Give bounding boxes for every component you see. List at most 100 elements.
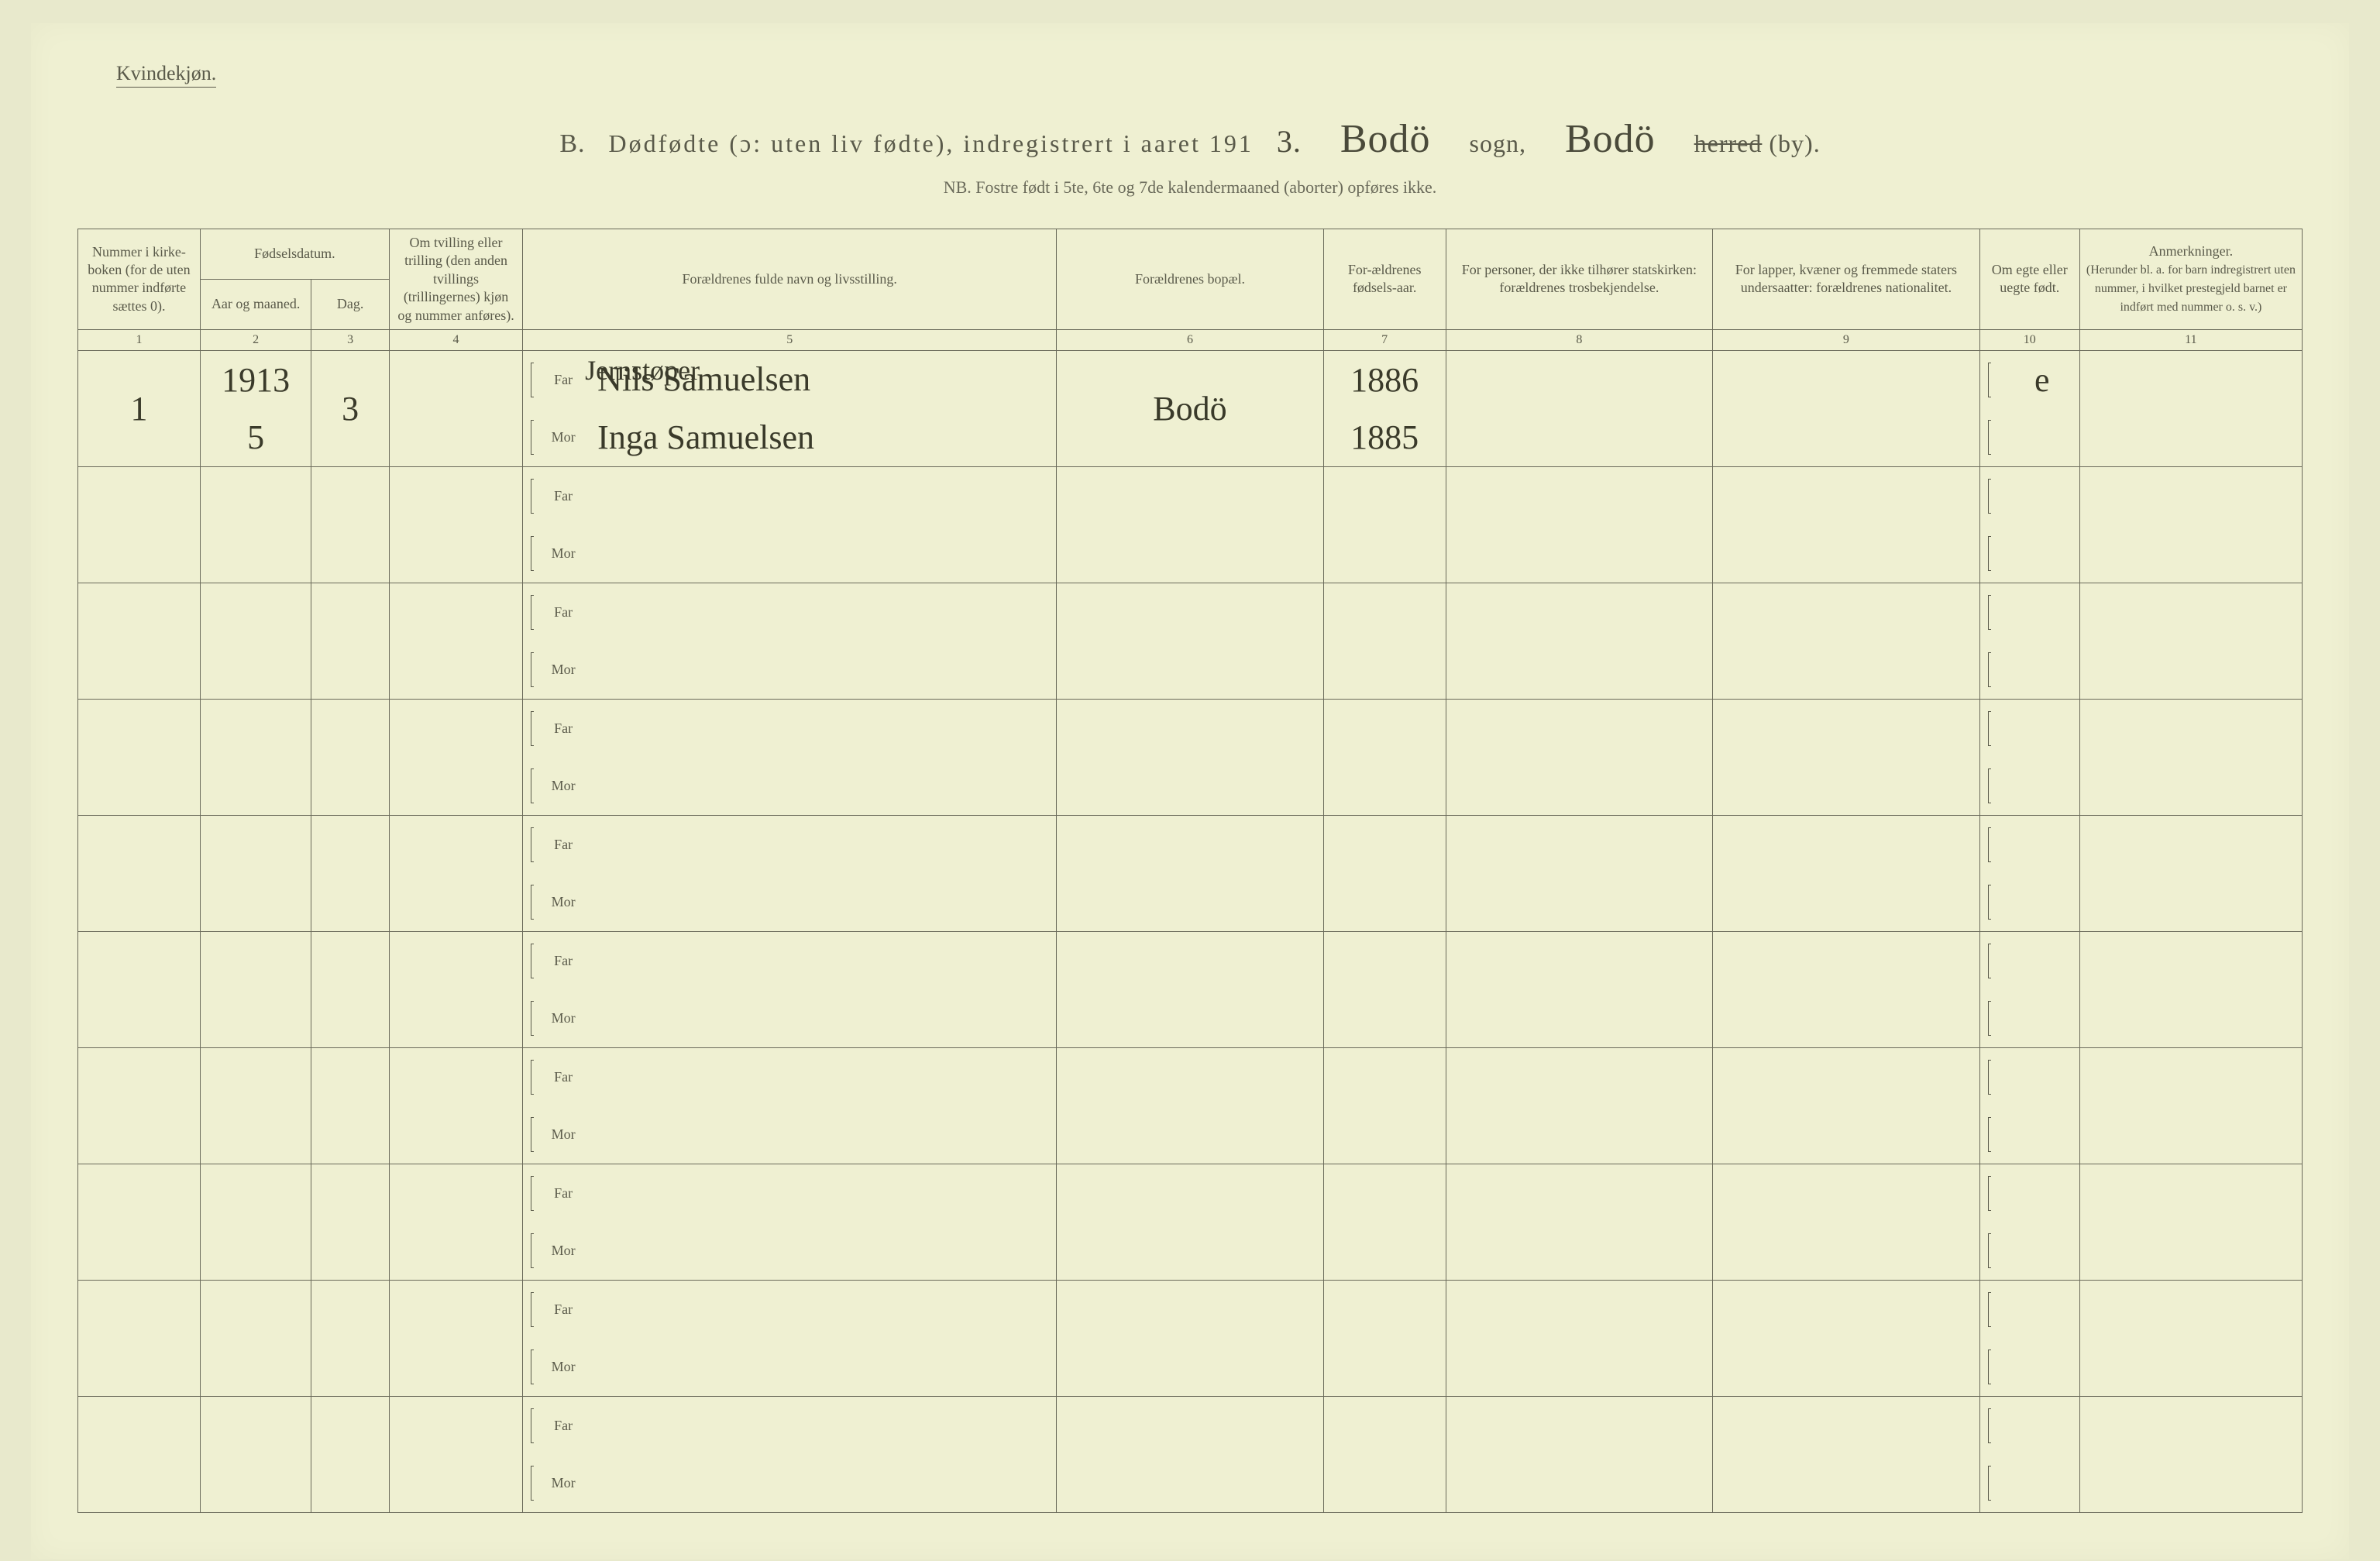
col-header-10-sub: (Herunder bl. a. for barn indregistrert … xyxy=(2086,263,2296,314)
far-label: Far xyxy=(548,372,579,388)
cell-notes xyxy=(2079,1396,2302,1512)
cell-number xyxy=(78,583,201,699)
cell-nationality xyxy=(1713,1280,1980,1396)
colnum: 1 xyxy=(78,329,201,350)
cell-parents: Far Mor xyxy=(523,1280,1057,1396)
colnum: 3 xyxy=(311,329,389,350)
far-label: Far xyxy=(548,1185,579,1202)
cell-parent-years xyxy=(1323,466,1446,583)
col-header-10-title: Anmerkninger. xyxy=(2149,243,2233,259)
cell-parents: Far Mor xyxy=(523,466,1057,583)
table-head: Nummer i kirke-boken (for de uten nummer… xyxy=(78,229,2303,351)
cell-year-month xyxy=(200,1164,311,1280)
cell-nationality xyxy=(1713,815,1980,931)
colnum: 11 xyxy=(2079,329,2302,350)
col-header-9: Om egte eller uegte født. xyxy=(1979,229,2079,330)
mor-label: Mor xyxy=(548,1010,579,1026)
cell-twin xyxy=(389,583,522,699)
cell-legitimacy xyxy=(1979,1047,2079,1164)
cell-religion xyxy=(1446,931,1713,1047)
cell-day xyxy=(311,931,389,1047)
table-row: Far Mor xyxy=(78,699,2303,815)
year-suffix: 3. xyxy=(1277,123,1302,160)
cell-twin xyxy=(389,931,522,1047)
table-row: Far Mor xyxy=(78,1396,2303,1512)
col-header-2-group: Fødselsdatum. xyxy=(200,229,389,280)
cell-twin xyxy=(389,1047,522,1164)
table-row: Far Mor xyxy=(78,466,2303,583)
cell-number: 1 xyxy=(78,350,201,466)
cell-notes xyxy=(2079,466,2302,583)
column-number-row: 1 2 3 4 5 6 7 8 9 10 11 xyxy=(78,329,2303,350)
far-label: Far xyxy=(548,953,579,969)
far-label: Far xyxy=(548,1301,579,1318)
cell-notes xyxy=(2079,815,2302,931)
cell-year-month xyxy=(200,583,311,699)
mor-label: Mor xyxy=(548,1359,579,1375)
cell-religion xyxy=(1446,350,1713,466)
table-body: 1191353 Jernstøper FarNils Samuelsen Mor… xyxy=(78,350,2303,1512)
cell-day xyxy=(311,583,389,699)
by-label: (by). xyxy=(1769,129,1820,157)
cell-legitimacy xyxy=(1979,815,2079,931)
sogn-handwritten: Bodö xyxy=(1325,116,1446,162)
cell-year-month xyxy=(200,1396,311,1512)
cell-year-month xyxy=(200,931,311,1047)
occupation: Jernstøper xyxy=(585,354,700,387)
cell-nationality xyxy=(1713,1164,1980,1280)
table-row: Far Mor xyxy=(78,1047,2303,1164)
cell-day xyxy=(311,1280,389,1396)
colnum: 8 xyxy=(1446,329,1713,350)
cell-legitimacy xyxy=(1979,583,2079,699)
cell-legitimacy xyxy=(1979,699,2079,815)
cell-year-month xyxy=(200,466,311,583)
cell-legitimacy xyxy=(1979,1396,2079,1512)
cell-day xyxy=(311,699,389,815)
cell-notes xyxy=(2079,931,2302,1047)
cell-nationality xyxy=(1713,699,1980,815)
cell-parent-years xyxy=(1323,699,1446,815)
cell-residence xyxy=(1057,1164,1324,1280)
cell-parents: Far Mor xyxy=(523,815,1057,931)
cell-parent-years xyxy=(1323,1396,1446,1512)
cell-religion xyxy=(1446,699,1713,815)
cell-notes xyxy=(2079,1280,2302,1396)
col-header-5: Forældrenes bopæl. xyxy=(1057,229,1324,330)
mor-label: Mor xyxy=(548,545,579,562)
cell-number xyxy=(78,1047,201,1164)
cell-twin xyxy=(389,1164,522,1280)
colnum: 7 xyxy=(1323,329,1446,350)
colnum: 10 xyxy=(1979,329,2079,350)
mor-label: Mor xyxy=(548,1243,579,1259)
cell-parents: Far Mor xyxy=(523,583,1057,699)
cell-residence xyxy=(1057,466,1324,583)
cell-notes xyxy=(2079,1164,2302,1280)
cell-religion xyxy=(1446,466,1713,583)
col-header-2b: Dag. xyxy=(311,279,389,329)
col-header-8: For lapper, kvæner og fremmede staters u… xyxy=(1713,229,1980,330)
cell-religion xyxy=(1446,1280,1713,1396)
cell-number xyxy=(78,1164,201,1280)
far-label: Far xyxy=(548,488,579,504)
cell-parent-years xyxy=(1323,1164,1446,1280)
colnum: 4 xyxy=(389,329,522,350)
cell-parent-years xyxy=(1323,931,1446,1047)
col-header-3: Om tvilling eller trilling (den anden tv… xyxy=(389,229,522,330)
cell-parents: Far Mor xyxy=(523,1164,1057,1280)
cell-nationality xyxy=(1713,931,1980,1047)
cell-parents: Far Mor xyxy=(523,1047,1057,1164)
cell-parents: Far Mor xyxy=(523,699,1057,815)
col-header-1: Nummer i kirke-boken (for de uten nummer… xyxy=(78,229,201,330)
cell-number xyxy=(78,1396,201,1512)
cell-year-month xyxy=(200,1280,311,1396)
cell-day xyxy=(311,1047,389,1164)
cell-year-month xyxy=(200,699,311,815)
title-prefix: B. xyxy=(559,129,585,159)
cell-residence xyxy=(1057,931,1324,1047)
colnum: 2 xyxy=(200,329,311,350)
table-row: Far Mor xyxy=(78,931,2303,1047)
cell-legitimacy xyxy=(1979,466,2079,583)
herred-by-label: herred (by). xyxy=(1694,129,1821,158)
mor-label: Mor xyxy=(548,1475,579,1491)
table-row: 1191353 Jernstøper FarNils Samuelsen Mor… xyxy=(78,350,2303,466)
